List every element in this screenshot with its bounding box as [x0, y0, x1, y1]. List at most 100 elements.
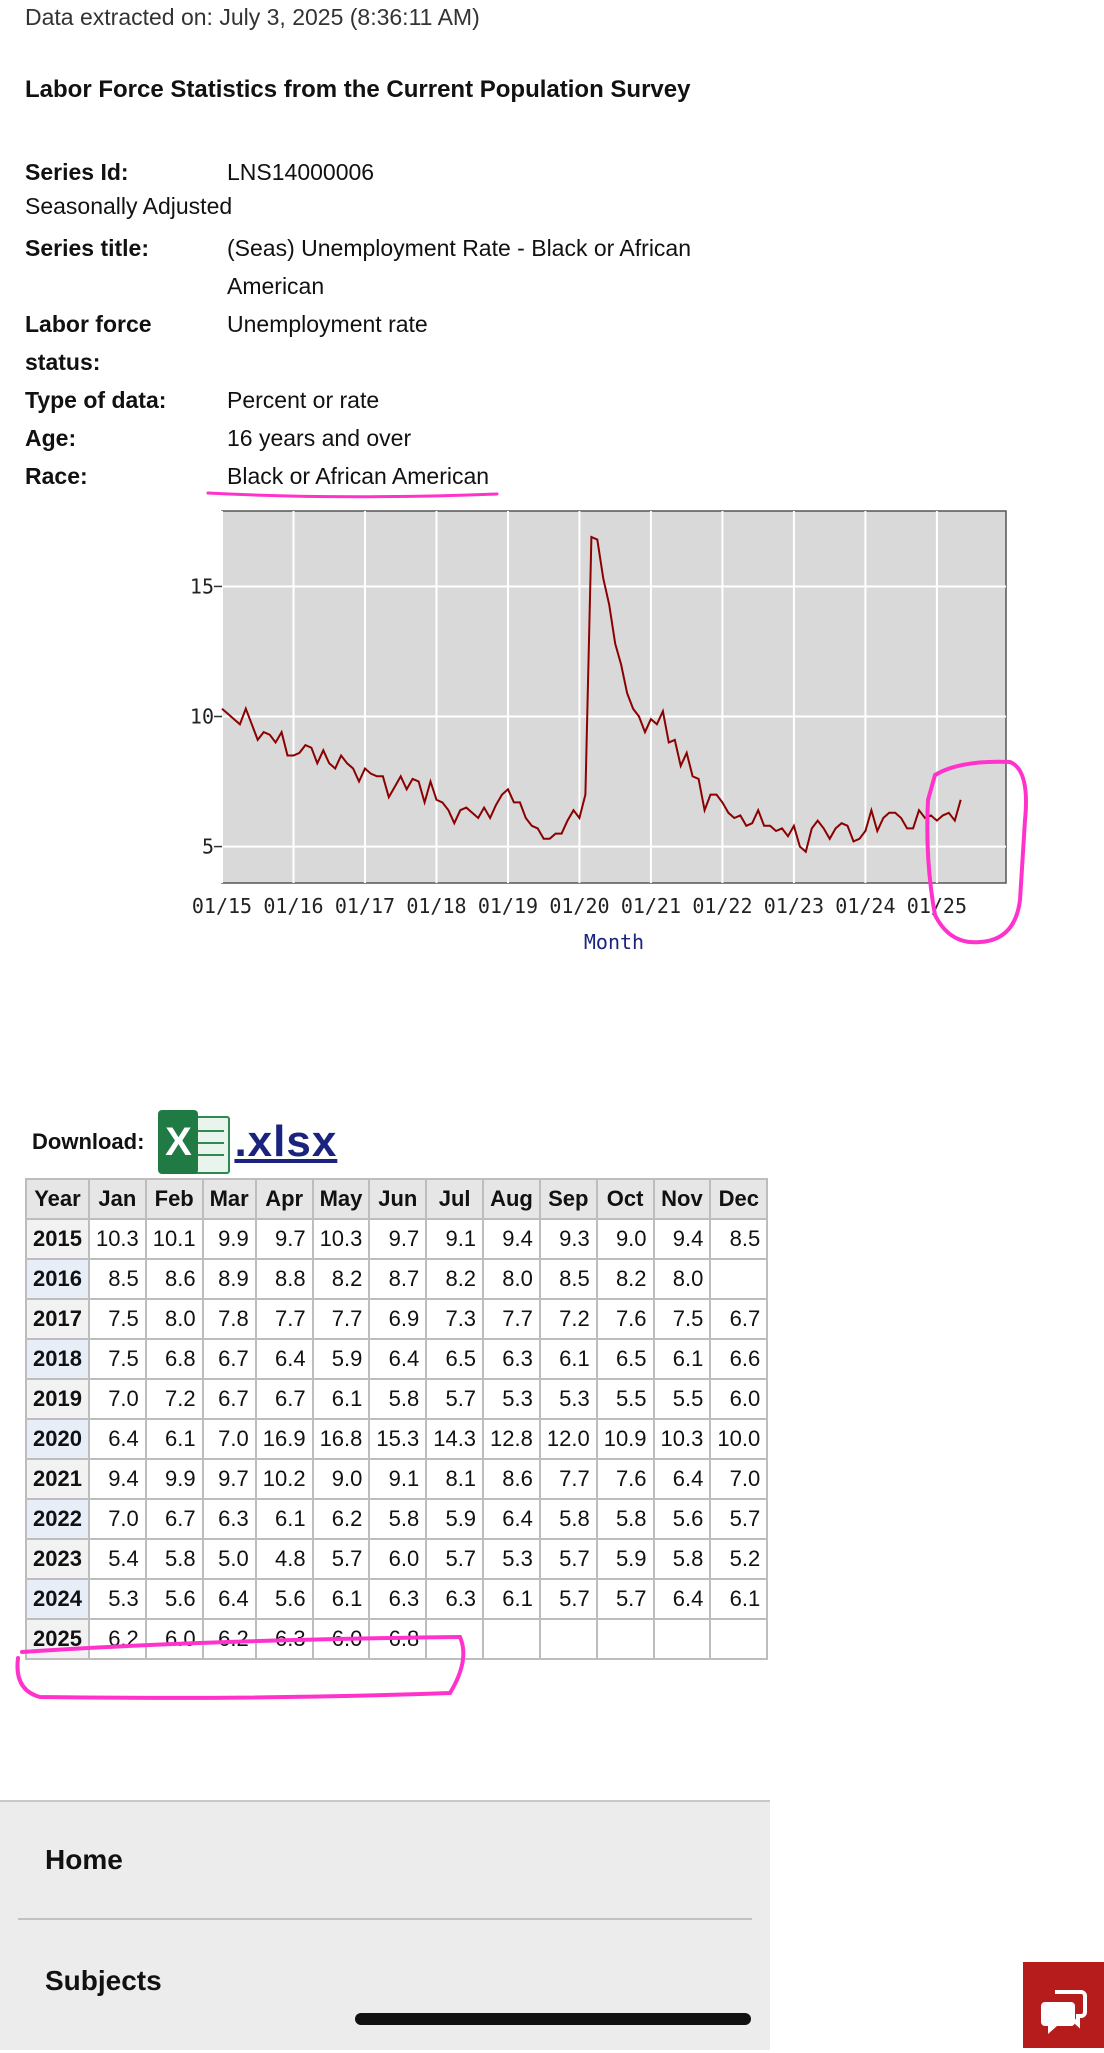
- value-cell: 6.0: [709, 1378, 769, 1420]
- age-label: Age:: [25, 425, 77, 451]
- value-cell: 6.3: [254, 1618, 314, 1660]
- value-cell: 5.9: [311, 1338, 371, 1380]
- value-cell: [595, 1618, 655, 1660]
- data-table: Year Jan Feb Mar Apr May Jun Jul Aug Sep Oct Nov Dec…: [25, 1178, 769, 1660]
- lf-status-label: Labor force: [25, 311, 152, 337]
- value-cell: 6.0: [311, 1618, 371, 1660]
- value-cell: 9.7: [254, 1218, 314, 1260]
- x-tick-label: 01/24: [835, 894, 895, 918]
- column-header: Mar: [201, 1178, 257, 1220]
- table-row: 2024 5.3 5.6 6.4 5.6 6.1 6.3 6.3 6.1 5.7 5.7 6.4 6.1: [25, 1578, 769, 1620]
- value-cell: 5.7: [311, 1538, 371, 1580]
- value-cell: 6.6: [709, 1338, 769, 1380]
- value-cell: 6.1: [709, 1578, 769, 1620]
- value-cell: 10.3: [311, 1218, 371, 1260]
- value-cell: 5.0: [201, 1538, 257, 1580]
- value-cell: 7.0: [201, 1418, 257, 1460]
- value-cell: 6.8: [144, 1338, 204, 1380]
- value-cell: 7.2: [144, 1378, 204, 1420]
- race-label: Race:: [25, 463, 88, 489]
- value-cell: 5.8: [652, 1538, 712, 1580]
- value-cell: [482, 1618, 541, 1660]
- value-cell: 6.1: [311, 1378, 371, 1420]
- download-label: Download:: [32, 1129, 145, 1154]
- value-cell: 7.2: [538, 1298, 598, 1340]
- y-tick-label: 5: [202, 835, 214, 859]
- value-cell: 6.1: [144, 1418, 204, 1460]
- value-cell: 6.5: [425, 1338, 485, 1380]
- value-cell: 6.4: [201, 1578, 257, 1620]
- table-row: 2015 10.3 10.1 9.9 9.7 10.3 9.7 9.1 9.4 9.3 9.0 9.4…: [25, 1218, 769, 1260]
- value-cell: 10.0: [709, 1418, 769, 1460]
- value-cell: 5.8: [144, 1538, 204, 1580]
- value-cell: 6.7: [201, 1338, 257, 1380]
- value-cell: 5.4: [87, 1538, 147, 1580]
- race-value: Black or African American: [227, 463, 490, 489]
- page-title: Labor Force Statistics from the Current …: [25, 76, 691, 103]
- value-cell: 6.2: [87, 1618, 147, 1660]
- table-row: 2018 7.5 6.8 6.7 6.4 5.9 6.4 6.5 6.3 6.1 6.5 6.1 6.6: [25, 1338, 769, 1380]
- value-cell: 8.1: [425, 1458, 485, 1500]
- value-cell: 12.8: [482, 1418, 541, 1460]
- nav-item-subjects[interactable]: Subjects: [45, 1965, 162, 1996]
- chat-button[interactable]: [1023, 1962, 1104, 2048]
- value-cell: 7.7: [254, 1298, 314, 1340]
- plot-area: [221, 510, 1007, 884]
- table-header-row: Year Jan Feb Mar Apr May Jun Jul Aug Sep Oct Nov Dec: [25, 1178, 769, 1220]
- value-cell: 6.9: [368, 1298, 428, 1340]
- value-cell: 16.9: [254, 1418, 314, 1460]
- value-cell: 9.1: [368, 1458, 428, 1500]
- value-cell: 6.1: [254, 1498, 314, 1540]
- value-cell: 5.7: [538, 1578, 598, 1620]
- value-cell: 10.3: [652, 1418, 712, 1460]
- xlsx-download-link[interactable]: .xlsx: [234, 1117, 338, 1166]
- value-cell: 8.5: [87, 1258, 147, 1300]
- nav-item-home[interactable]: Home: [18, 1802, 752, 1920]
- value-cell: [709, 1618, 769, 1660]
- value-cell: 6.3: [425, 1578, 485, 1620]
- value-cell: 8.8: [254, 1258, 314, 1300]
- column-header: Jan: [87, 1178, 147, 1220]
- value-cell: 6.1: [538, 1338, 598, 1380]
- value-cell: 14.3: [425, 1418, 485, 1460]
- type-label: Type of data:: [25, 387, 167, 413]
- unemployment-line-chart: 5 10 15 01/15 01/16 01/17 01/18 01/19 01/20 01/2…: [190, 510, 1007, 954]
- value-cell: 9.4: [87, 1458, 147, 1500]
- x-tick-label: 01/20: [549, 894, 609, 918]
- value-cell: [538, 1618, 598, 1660]
- value-cell: 9.0: [595, 1218, 655, 1260]
- lf-status-label-cont: status:: [25, 349, 101, 375]
- value-cell: 6.0: [144, 1618, 204, 1660]
- x-tick-label: 01/25: [907, 894, 967, 918]
- value-cell: 6.4: [652, 1578, 712, 1620]
- year-cell: 2023: [25, 1538, 90, 1580]
- value-cell: 5.5: [652, 1378, 712, 1420]
- value-cell: 6.4: [254, 1338, 314, 1380]
- value-cell: [652, 1618, 712, 1660]
- lf-status-value: Unemployment rate: [227, 311, 428, 337]
- value-cell: 5.6: [254, 1578, 314, 1620]
- value-cell: 8.6: [482, 1458, 541, 1500]
- value-cell: 10.1: [144, 1218, 204, 1260]
- value-cell: 9.7: [201, 1458, 257, 1500]
- y-tick-label: 15: [190, 574, 214, 598]
- x-tick-label: 01/17: [335, 894, 395, 918]
- value-cell: 9.0: [311, 1458, 371, 1500]
- column-header: Dec: [709, 1178, 769, 1220]
- column-header: Sep: [538, 1178, 598, 1220]
- value-cell: 5.7: [709, 1498, 769, 1540]
- value-cell: 7.6: [595, 1298, 655, 1340]
- value-cell: 12.0: [538, 1418, 598, 1460]
- excel-icon[interactable]: X: [158, 1110, 231, 1174]
- value-cell: 8.2: [595, 1258, 655, 1300]
- year-cell: 2017: [25, 1298, 90, 1340]
- year-cell: 2025: [25, 1618, 90, 1660]
- value-cell: 6.1: [482, 1578, 541, 1620]
- seasonal-adjustment: Seasonally Adjusted: [25, 193, 233, 219]
- column-header: Feb: [144, 1178, 204, 1220]
- value-cell: 8.9: [201, 1258, 257, 1300]
- value-cell: 5.3: [482, 1378, 541, 1420]
- column-header: May: [311, 1178, 371, 1220]
- value-cell: 6.2: [201, 1618, 257, 1660]
- value-cell: 10.3: [87, 1218, 147, 1260]
